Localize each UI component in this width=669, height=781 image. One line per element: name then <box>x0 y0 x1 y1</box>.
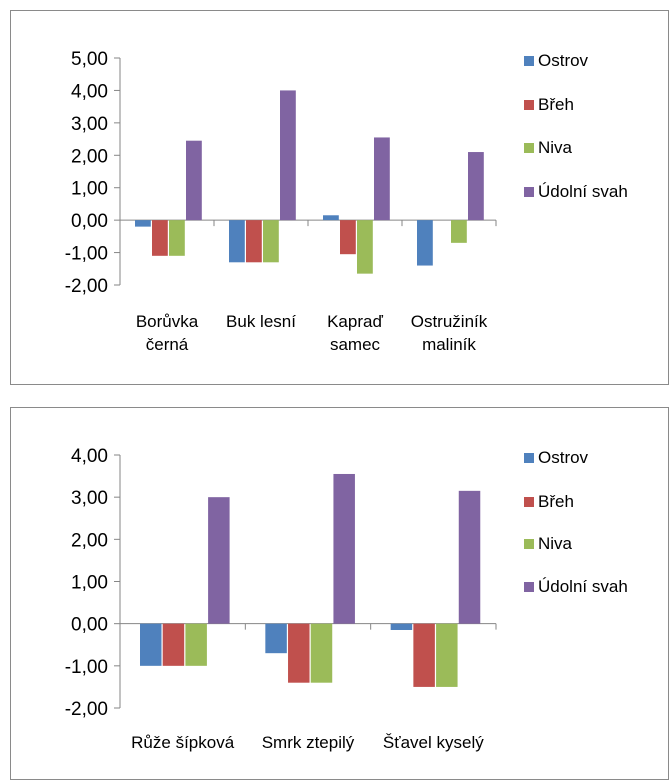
legend-label: Údolní svah <box>538 182 628 201</box>
chart-panel-1: 5,00 4,00 3,00 2,00 1,00 0,00 -1,00 -2,00 Borůvk… <box>10 10 669 385</box>
legend-swatch <box>524 582 534 592</box>
category-label: černá <box>146 335 189 354</box>
category-label: Růže šípková <box>131 733 235 752</box>
category-label: Kapraď <box>327 312 383 331</box>
bar <box>451 220 467 243</box>
legend-swatch <box>524 497 534 507</box>
bar <box>265 623 287 654</box>
y-tick-label: 0,00 <box>71 615 108 636</box>
legend-label: Ostrov <box>538 448 589 467</box>
category-label: Smrk ztepilý <box>262 733 355 752</box>
bar <box>229 220 245 263</box>
y-tick-label: -2,00 <box>65 276 108 297</box>
bar <box>135 220 151 227</box>
category-label: Šťavel kyselý <box>383 733 484 752</box>
bar <box>208 497 230 624</box>
bar <box>169 220 185 256</box>
y-tick-label: -2,00 <box>65 699 108 720</box>
bar <box>390 623 413 630</box>
bar <box>152 220 168 256</box>
y-tick-label: 0,00 <box>71 211 108 232</box>
category-label: Borůvka <box>136 312 199 331</box>
y-tick-label: 1,00 <box>71 573 108 594</box>
bar <box>333 473 355 624</box>
y-tick-label: 3,00 <box>71 488 108 509</box>
y-tick-label: -1,00 <box>65 244 108 265</box>
bar <box>162 623 185 666</box>
bar <box>186 140 202 221</box>
category-label: Ostružiník <box>411 312 488 331</box>
category-label: maliník <box>422 335 476 354</box>
bar <box>468 152 484 221</box>
bar <box>413 623 435 687</box>
legend-label: Údolní svah <box>538 577 628 596</box>
category-label: Buk lesní <box>226 312 296 331</box>
y-tick-label: 1,00 <box>71 179 108 200</box>
legend-label: Břeh <box>538 492 574 511</box>
y-tick-label: 2,00 <box>71 146 108 167</box>
bar <box>246 220 262 263</box>
bar <box>374 137 390 221</box>
bar <box>263 220 279 263</box>
category-label: samec <box>330 335 381 354</box>
legend-label: Ostrov <box>538 51 589 70</box>
bar <box>357 220 373 274</box>
legend-label: Břeh <box>538 95 574 114</box>
y-tick-label: 2,00 <box>71 530 108 551</box>
y-tick-label: -1,00 <box>65 657 108 678</box>
legend-label: Niva <box>538 138 573 157</box>
legend-swatch <box>524 56 534 66</box>
bar <box>288 623 310 683</box>
legend-swatch <box>524 100 534 110</box>
bar <box>185 623 207 666</box>
legend-swatch <box>524 453 534 463</box>
legend-swatch <box>524 143 534 153</box>
bar-chart-1: 5,00 4,00 3,00 2,00 1,00 0,00 -1,00 -2,00 Borůvk… <box>65 49 628 354</box>
bar <box>340 220 356 255</box>
y-tick-label: 4,00 <box>71 446 108 467</box>
legend-swatch <box>524 187 534 197</box>
bar <box>323 215 339 221</box>
legend-label: Niva <box>538 534 573 553</box>
bar <box>436 623 458 687</box>
legend-swatch <box>524 539 534 549</box>
y-tick-label: 5,00 <box>71 49 108 70</box>
bar-chart-2: 4,00 3,00 2,00 1,00 0,00 -1,00 -2,00 Růže šípko… <box>65 446 628 752</box>
bar <box>417 220 433 266</box>
bar <box>310 623 333 683</box>
bar <box>140 623 162 666</box>
y-tick-label: 4,00 <box>71 81 108 102</box>
bar <box>458 490 481 624</box>
y-tick-label: 3,00 <box>71 114 108 135</box>
bar <box>280 90 296 221</box>
chart-panel-2: 4,00 3,00 2,00 1,00 0,00 -1,00 -2,00 Růže šípko… <box>10 407 669 780</box>
